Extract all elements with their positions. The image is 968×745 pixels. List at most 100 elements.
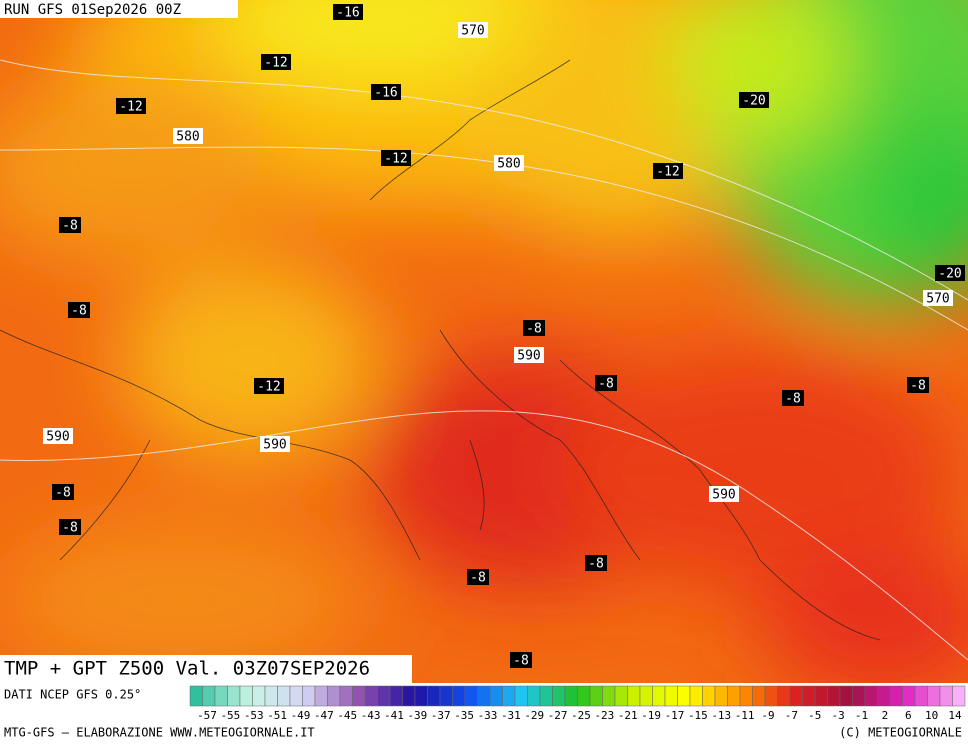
colorbar-swatch bbox=[827, 685, 841, 707]
colorbar-swatch bbox=[227, 685, 241, 707]
colorbar-swatch bbox=[289, 685, 303, 707]
credit: MTG-GFS — ELABORAZIONE WWW.METEOGIORNALE… bbox=[4, 726, 315, 740]
colorbar-swatch bbox=[902, 685, 916, 707]
contour-label: 570 bbox=[461, 24, 484, 39]
colorbar-swatch bbox=[864, 685, 878, 707]
colorbar-label: -11 bbox=[735, 709, 755, 722]
label-box bbox=[935, 265, 965, 281]
contour-label: -8 bbox=[588, 557, 604, 572]
label-box bbox=[173, 128, 203, 144]
colorbar-label: -23 bbox=[594, 709, 614, 722]
label-box bbox=[254, 378, 284, 394]
colorbar-label: -51 bbox=[267, 709, 287, 722]
colorbar: -57 -55 -53 -51 -49 -47 -45 -43 -41 -39 -37 -35 -33-… bbox=[189, 685, 966, 722]
colorbar-label: -53 bbox=[244, 709, 264, 722]
contour-label: -12 bbox=[264, 56, 287, 71]
contour-label: 590 bbox=[46, 430, 69, 445]
contour-label: -8 bbox=[526, 322, 542, 337]
map-field: -16 570 -12 -12 -16 580 -12 580 -12 -20 -8 -8 -12 -8 5… bbox=[0, 0, 968, 683]
colorbar-label: -17 bbox=[665, 709, 685, 722]
colorbar-swatch bbox=[464, 685, 478, 707]
colorbar-swatch bbox=[814, 685, 828, 707]
colorbar-swatch bbox=[952, 685, 966, 707]
colorbar-swatch bbox=[252, 685, 266, 707]
colorbar-swatch bbox=[627, 685, 641, 707]
colorbar-label: -33 bbox=[478, 709, 498, 722]
colorbar-label: -39 bbox=[407, 709, 427, 722]
colorbar-swatch bbox=[214, 685, 228, 707]
colorbar-label: -49 bbox=[291, 709, 311, 722]
colorbar-label: -47 bbox=[314, 709, 334, 722]
label-box bbox=[510, 652, 532, 668]
contour-label: -20 bbox=[742, 94, 765, 109]
colorbar-label: 2 bbox=[882, 709, 889, 722]
coastlines bbox=[0, 59, 881, 641]
colorbar-swatch bbox=[302, 685, 316, 707]
colorbar-label: -13 bbox=[711, 709, 731, 722]
contour-label: -12 bbox=[656, 165, 679, 180]
colorbar-label: -37 bbox=[431, 709, 451, 722]
colorbar-label: 10 bbox=[925, 709, 938, 722]
label-box bbox=[709, 486, 739, 502]
colorbar-label: -25 bbox=[571, 709, 591, 722]
label-box bbox=[333, 4, 363, 20]
colorbar-swatch bbox=[852, 685, 866, 707]
colorbar-swatch bbox=[664, 685, 678, 707]
contour-label: -8 bbox=[910, 379, 926, 394]
contour-label: 590 bbox=[712, 488, 735, 503]
contour-label: -8 bbox=[71, 304, 87, 319]
label-box bbox=[514, 347, 544, 363]
colorbar-swatch bbox=[477, 685, 491, 707]
colorbar-swatch bbox=[589, 685, 603, 707]
colorbar-swatch bbox=[777, 685, 791, 707]
colorbar-label: 14 bbox=[948, 709, 962, 722]
label-box bbox=[260, 436, 290, 452]
map-title: TMP + GPT Z500 Val. 03Z07SEP2026 bbox=[4, 658, 370, 680]
label-box bbox=[371, 84, 401, 100]
colorbar-swatch bbox=[789, 685, 803, 707]
colorbar-label: -31 bbox=[501, 709, 521, 722]
colorbar-label: -5 bbox=[808, 709, 821, 722]
contour-label: -12 bbox=[384, 152, 407, 167]
colorbar-swatch bbox=[377, 685, 391, 707]
contour-label: -8 bbox=[470, 571, 486, 586]
label-box bbox=[494, 155, 524, 171]
colorbar-swatch bbox=[264, 685, 278, 707]
colorbar-label: -19 bbox=[641, 709, 661, 722]
contour-label: 570 bbox=[926, 292, 949, 307]
label-box bbox=[923, 290, 953, 306]
colorbar-swatch bbox=[489, 685, 503, 707]
label-box bbox=[907, 377, 929, 393]
colorbar-swatch bbox=[739, 685, 753, 707]
colorbar-label: -45 bbox=[337, 709, 357, 722]
contour-label: -16 bbox=[374, 86, 397, 101]
colorbar-label: -21 bbox=[618, 709, 638, 722]
colorbar-swatch bbox=[802, 685, 816, 707]
colorbar-swatch bbox=[527, 685, 541, 707]
run-box bbox=[0, 0, 238, 18]
colorbar-swatch bbox=[677, 685, 691, 707]
colorbar-swatch bbox=[202, 685, 216, 707]
contour-label: -16 bbox=[336, 6, 359, 21]
label-box bbox=[467, 569, 489, 585]
contour-label: -8 bbox=[55, 486, 71, 501]
title-box bbox=[0, 655, 412, 683]
colorbar-swatch bbox=[764, 685, 778, 707]
label-box bbox=[585, 555, 607, 571]
label-box bbox=[52, 484, 74, 500]
label-box bbox=[43, 428, 73, 444]
colorbar-swatch bbox=[577, 685, 591, 707]
colorbar-swatch bbox=[514, 685, 528, 707]
colorbar-swatch bbox=[314, 685, 328, 707]
colorbar-swatch bbox=[839, 685, 853, 707]
colorbar-swatch bbox=[402, 685, 416, 707]
colorbar-swatch bbox=[502, 685, 516, 707]
colorbar-swatch bbox=[752, 685, 766, 707]
colorbar-swatch bbox=[277, 685, 291, 707]
colorbar-swatch bbox=[452, 685, 466, 707]
colorbar-swatch bbox=[389, 685, 403, 707]
label-box bbox=[116, 98, 146, 114]
colorbar-swatch bbox=[189, 685, 203, 707]
label-box bbox=[261, 54, 291, 70]
